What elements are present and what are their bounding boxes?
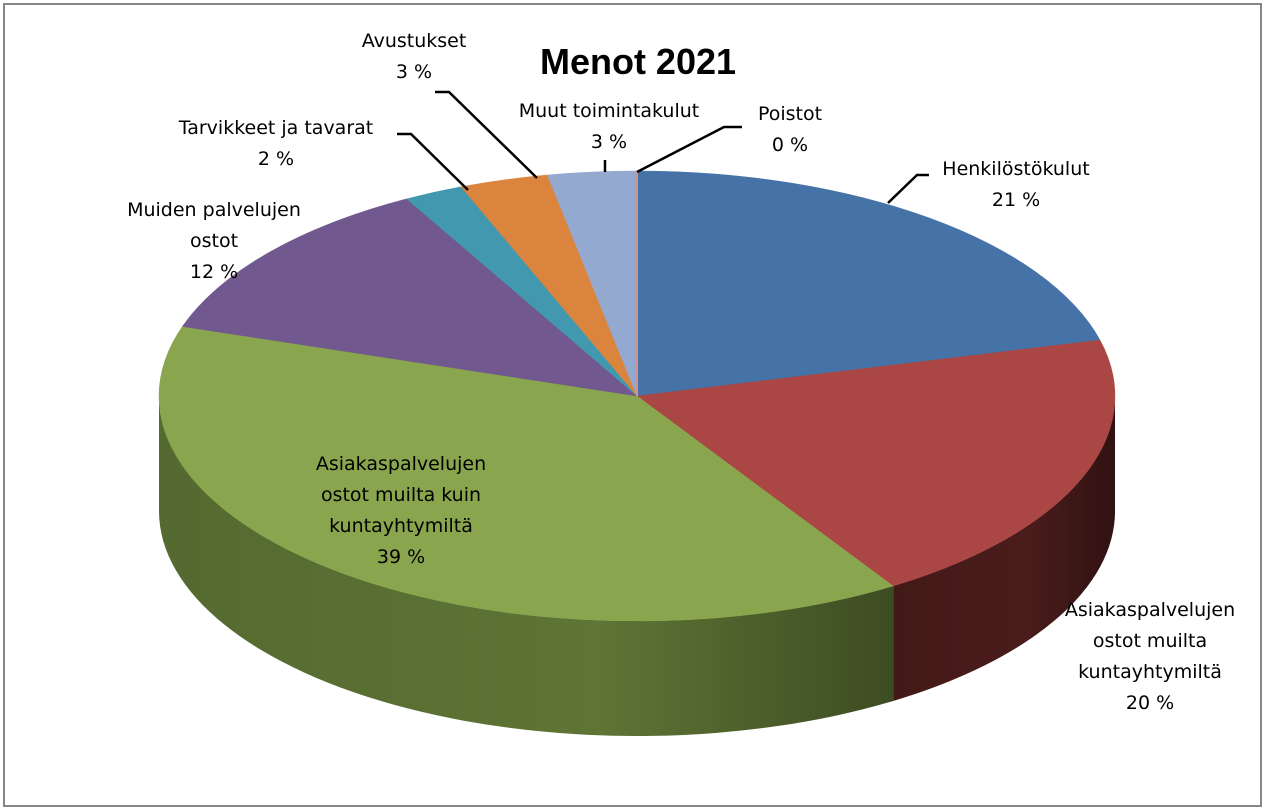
slice-label: Tarvikkeet ja tavarat 2 %: [178, 117, 373, 170]
pie-slice: [158, 326, 894, 622]
leader-line: [397, 132, 469, 191]
slice-side-shade: [893, 396, 1115, 701]
slice-label: Muiden palvelujen ostot 12 %: [127, 199, 301, 283]
slice-value-label: 3 %: [591, 131, 627, 153]
leader-line: [636, 125, 742, 174]
slice-value-label: 21 %: [992, 189, 1040, 211]
leader-lines: [397, 90, 929, 204]
slice-label: Avustukset 3 %: [362, 30, 467, 83]
slice-value-label: 0 %: [772, 134, 808, 156]
slice-name-label: ostot muilta: [1093, 630, 1207, 652]
pie-slice: [181, 198, 638, 397]
slice-name-label: ostot: [190, 230, 238, 252]
chart-title: Menot 2021: [540, 41, 736, 82]
slice-name-label: Muut toimintakulut: [519, 100, 699, 122]
leader-line: [887, 173, 929, 204]
slice-name-label: Poistot: [758, 103, 822, 125]
slice-side-shade: [159, 396, 894, 736]
slice-name-label: Avustukset: [362, 30, 467, 52]
slice-label: Henkilöstökulut 21 %: [942, 158, 1089, 211]
pie-sides: [159, 396, 1115, 736]
slice-value-label: 20 %: [1126, 692, 1174, 714]
slice-name-label: kuntayhtymiltä: [1078, 661, 1222, 683]
slice-name-label: Tarvikkeet ja tavarat: [178, 117, 373, 139]
slice-label: Asiakaspalvelujen ostot muilta kuntayhtymi…: [1065, 599, 1235, 714]
slice-name-label: Asiakaspalvelujen: [1065, 599, 1235, 621]
pie-slice: [636, 339, 1116, 587]
slice-name-label: kuntayhtymiltä: [329, 515, 473, 537]
leader-line: [435, 90, 538, 179]
slice-value-label: 2 %: [258, 148, 294, 170]
slice-label: Muut toimintakulut 3 %: [519, 100, 699, 153]
pie-slice: [636, 170, 1101, 397]
slice-label: Asiakaspalvelujen ostot muilta kuin kuntay…: [316, 453, 486, 568]
slice-name-label: Muiden palvelujen: [127, 199, 301, 221]
slice-value-label: 39 %: [377, 546, 425, 568]
slice-value-label: 12 %: [190, 261, 238, 283]
slice-name-label: Asiakaspalvelujen: [316, 453, 486, 475]
data-labels: Henkilöstökulut 21 % Asiakaspalvelujen osto…: [127, 30, 1235, 714]
pie-slices: [158, 170, 1116, 622]
slice-value-label: 3 %: [396, 61, 432, 83]
slice-name-label: Henkilöstökulut: [942, 158, 1089, 180]
slice-label: Poistot 0 %: [758, 103, 822, 156]
slice-name-label: ostot muilta kuin: [321, 484, 481, 506]
